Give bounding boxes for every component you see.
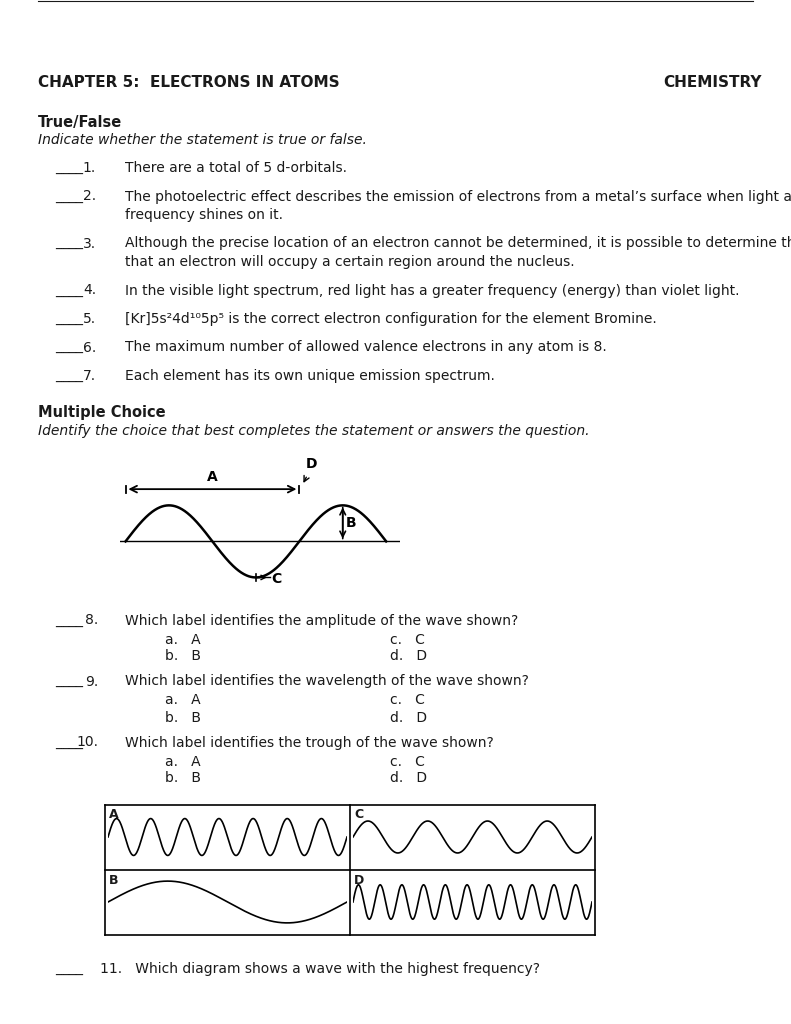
Text: c.   C: c. C xyxy=(390,755,425,768)
Text: ____: ____ xyxy=(55,237,83,251)
Text: b.   B: b. B xyxy=(165,649,201,664)
Text: b.   B: b. B xyxy=(165,711,201,725)
Text: c.   C: c. C xyxy=(390,693,425,708)
Text: C: C xyxy=(354,809,363,821)
Text: Each element has its own unique emission spectrum.: Each element has its own unique emission… xyxy=(125,369,495,383)
Text: D: D xyxy=(354,873,364,887)
Text: ____: ____ xyxy=(55,341,83,354)
Text: d.   D: d. D xyxy=(390,711,427,725)
Text: Multiple Choice: Multiple Choice xyxy=(38,406,165,421)
Text: CHEMISTRY: CHEMISTRY xyxy=(664,75,762,90)
Text: [Kr]5s²4d¹⁰5p⁵ is the correct electron configuration for the element Bromine.: [Kr]5s²4d¹⁰5p⁵ is the correct electron c… xyxy=(125,312,657,326)
Text: ____: ____ xyxy=(55,613,83,628)
Text: Which label identifies the wavelength of the wave shown?: Which label identifies the wavelength of… xyxy=(125,675,529,688)
Text: 1.: 1. xyxy=(83,161,96,175)
Text: In the visible light spectrum, red light has a greater frequency (energy) than v: In the visible light spectrum, red light… xyxy=(125,284,740,298)
Text: 11.   Which diagram shows a wave with the highest frequency?: 11. Which diagram shows a wave with the … xyxy=(100,963,540,977)
Text: B: B xyxy=(109,873,119,887)
Text: Although the precise location of an electron cannot be determined, it is possibl: Although the precise location of an elec… xyxy=(125,237,791,251)
Text: a.   A: a. A xyxy=(165,693,201,708)
Text: 7.: 7. xyxy=(83,369,96,383)
Text: d.   D: d. D xyxy=(390,649,427,664)
Text: 9.: 9. xyxy=(85,675,98,688)
Text: CHAPTER 5:  ELECTRONS IN ATOMS: CHAPTER 5: ELECTRONS IN ATOMS xyxy=(38,75,339,90)
Text: 5.: 5. xyxy=(83,312,96,326)
Text: There are a total of 5 d-orbitals.: There are a total of 5 d-orbitals. xyxy=(125,161,347,175)
Text: 8.: 8. xyxy=(85,613,98,628)
Text: 2.: 2. xyxy=(83,189,96,204)
Text: ____: ____ xyxy=(55,369,83,383)
Text: b.   B: b. B xyxy=(165,771,201,785)
Text: ____: ____ xyxy=(55,161,83,175)
Text: Which label identifies the amplitude of the wave shown?: Which label identifies the amplitude of … xyxy=(125,613,518,628)
Text: ____: ____ xyxy=(55,675,83,688)
Text: ____: ____ xyxy=(55,312,83,326)
Text: C: C xyxy=(271,572,282,587)
Text: A: A xyxy=(207,470,218,484)
Text: True/False: True/False xyxy=(38,115,123,130)
Text: that an electron will occupy a certain region around the nucleus.: that an electron will occupy a certain r… xyxy=(125,255,574,269)
Text: a.   A: a. A xyxy=(165,755,201,768)
Text: D: D xyxy=(306,457,318,471)
Text: d.   D: d. D xyxy=(390,771,427,785)
Text: Indicate whether the statement is true or false.: Indicate whether the statement is true o… xyxy=(38,133,367,147)
Text: Identify the choice that best completes the statement or answers the question.: Identify the choice that best completes … xyxy=(38,424,589,437)
Text: 3.: 3. xyxy=(83,237,96,251)
Text: A: A xyxy=(109,809,119,821)
Text: 10.: 10. xyxy=(76,735,98,750)
Text: 4.: 4. xyxy=(83,284,96,298)
Text: frequency shines on it.: frequency shines on it. xyxy=(125,208,283,222)
Text: ____: ____ xyxy=(55,963,83,977)
Text: a.   A: a. A xyxy=(165,633,201,646)
Text: The maximum number of allowed valence electrons in any atom is 8.: The maximum number of allowed valence el… xyxy=(125,341,607,354)
Text: Which label identifies the trough of the wave shown?: Which label identifies the trough of the… xyxy=(125,735,494,750)
Text: ____: ____ xyxy=(55,189,83,204)
Text: B: B xyxy=(346,516,356,530)
Text: The photoelectric effect describes the emission of electrons from a metal’s surf: The photoelectric effect describes the e… xyxy=(125,189,791,204)
Text: 6.: 6. xyxy=(83,341,96,354)
Text: ____: ____ xyxy=(55,284,83,298)
Text: c.   C: c. C xyxy=(390,633,425,646)
Text: ____: ____ xyxy=(55,735,83,750)
